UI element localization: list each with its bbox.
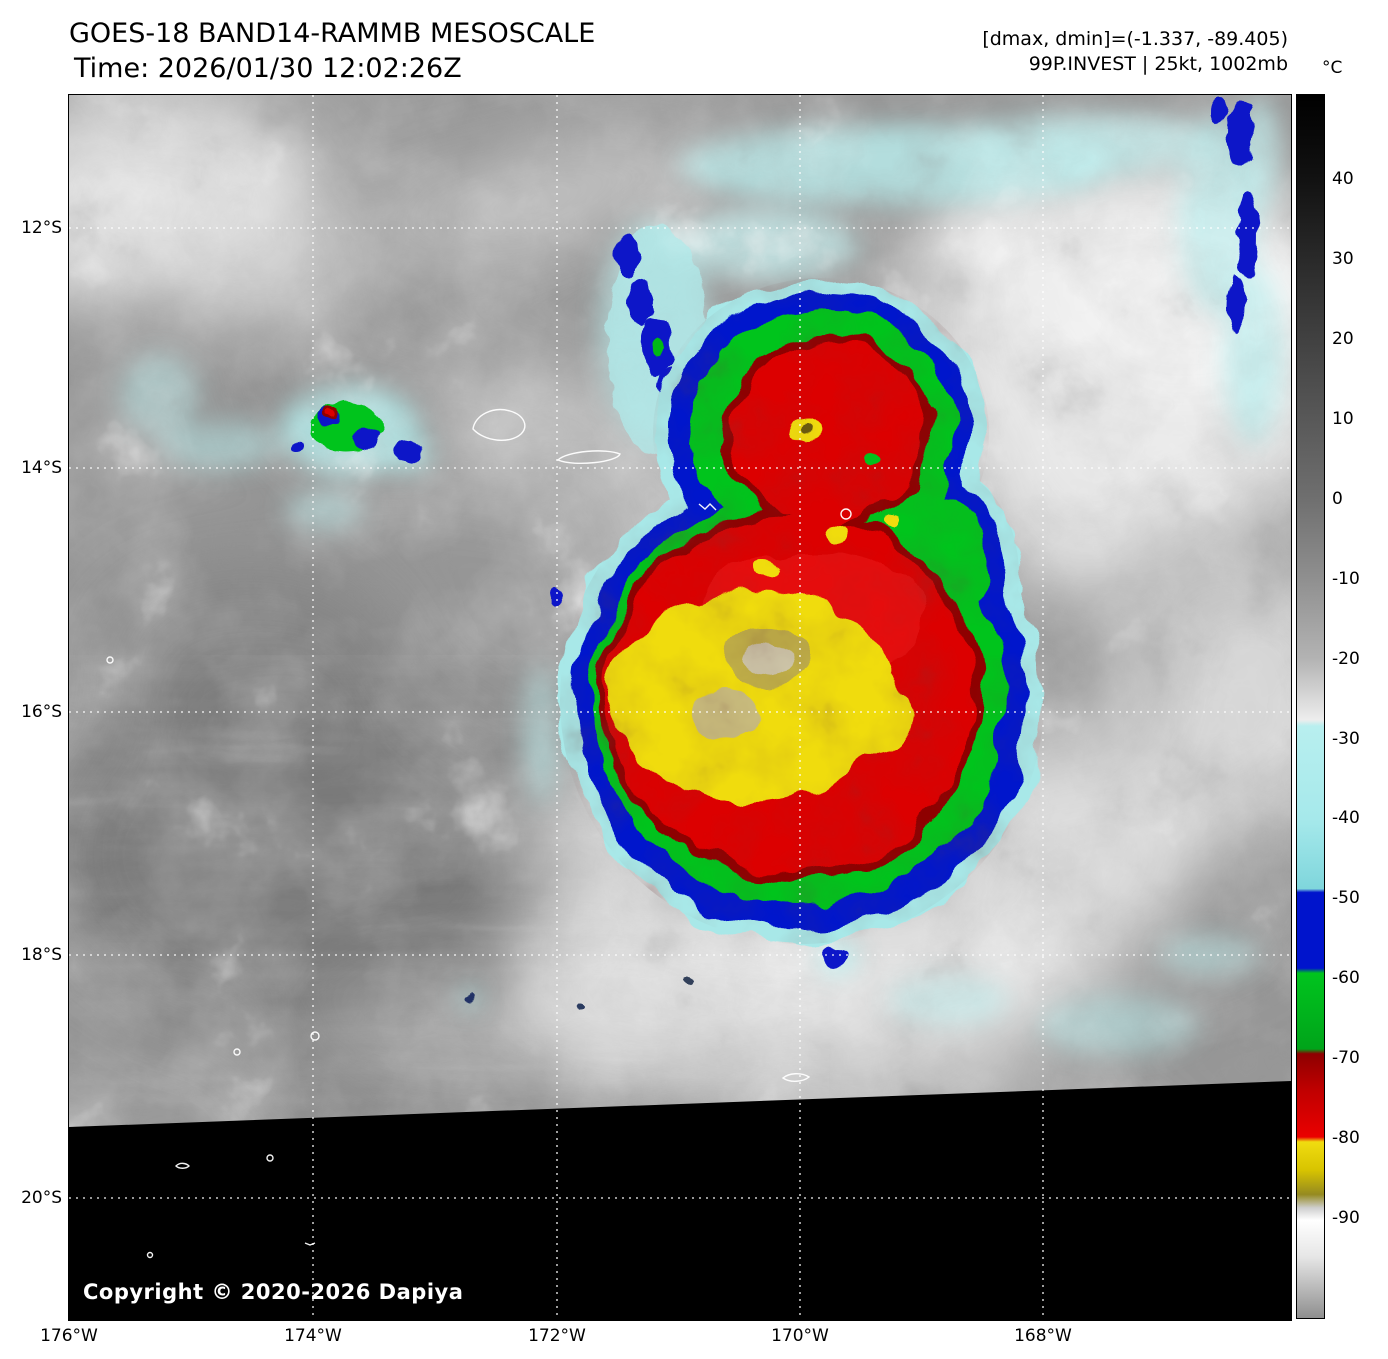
coastline-contours [106, 409, 852, 1259]
colorbar-tick: -40 [1332, 808, 1360, 828]
colorbar-tick: -30 [1332, 729, 1360, 749]
lat-label: 16°S [21, 702, 62, 722]
lon-label: 168°W [1014, 1326, 1072, 1346]
colorbar-tick: 0 [1332, 489, 1343, 509]
lon-label: 174°W [284, 1326, 342, 1346]
lon-label: 176°W [40, 1326, 98, 1346]
satellite-image [69, 95, 1291, 1320]
dmax-dmin-label: [dmax, dmin]=(-1.337, -89.405) [982, 28, 1288, 50]
lat-label: 12°S [21, 218, 62, 238]
header-right: [dmax, dmin]=(-1.337, -89.405) 99P.INVES… [982, 27, 1288, 77]
colorbar-tick: 20 [1332, 329, 1354, 349]
colorbar-tick: -60 [1332, 968, 1360, 988]
colorbar-tick: -50 [1332, 888, 1360, 908]
colorbar-unit-label: °C [1322, 58, 1343, 78]
lat-label: 20°S [21, 1188, 62, 1208]
lon-label: 172°W [528, 1326, 586, 1346]
west-convective-cluster [290, 401, 423, 465]
lat-label: 14°S [21, 458, 62, 478]
colorbar-tick: -90 [1332, 1208, 1360, 1228]
lat-label: 18°S [21, 945, 62, 965]
lon-label: 170°W [771, 1326, 829, 1346]
colorbar-tick: 10 [1332, 409, 1354, 429]
northeast-edge-cold-blobs [1211, 99, 1259, 333]
colorbar-tick: -20 [1332, 649, 1360, 669]
grid-lines [69, 95, 1291, 1320]
copyright-text: Copyright © 2020-2026 Dapiya [83, 1280, 464, 1304]
colorbar-tick: -70 [1332, 1048, 1360, 1068]
colorbar-tick: 30 [1332, 249, 1354, 269]
colorbar [1296, 94, 1325, 1319]
colorbar-tick: 40 [1332, 169, 1354, 189]
time-label: Time: 2026/01/30 12:02:26Z [74, 53, 462, 84]
scattered-cold-spots [466, 591, 849, 1011]
satellite-image-frame [68, 94, 1292, 1321]
colorbar-tick: -10 [1332, 569, 1360, 589]
scan-edge-black-region [69, 1081, 1291, 1320]
page-title: GOES-18 BAND14-RAMMB MESOSCALE [69, 18, 596, 49]
storm-info-label: 99P.INVEST | 25kt, 1002mb [1028, 53, 1288, 75]
colorbar-tick: -80 [1332, 1128, 1360, 1148]
